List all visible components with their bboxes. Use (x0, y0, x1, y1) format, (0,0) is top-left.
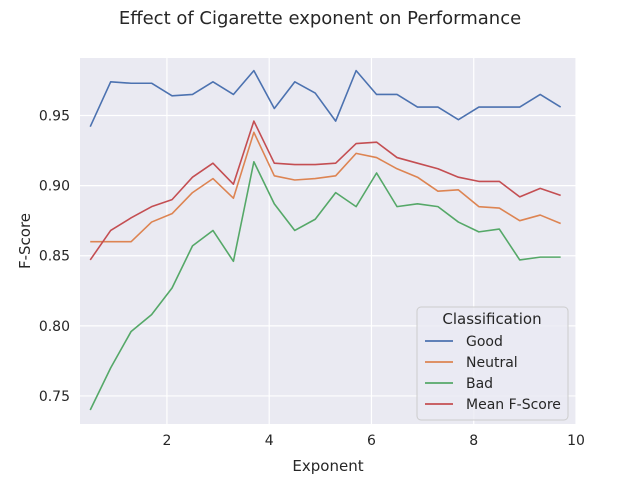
x-tick-labels: 2 4 6 8 10 (162, 433, 584, 449)
y-tick-label: 0.85 (39, 249, 70, 265)
x-gridlines (166, 58, 577, 424)
legend-label-bad: Bad (466, 376, 493, 392)
y-tick-label: 0.95 (39, 108, 70, 124)
chart-title: Effect of Cigarette exponent on Performa… (119, 8, 521, 29)
legend-box (416, 306, 569, 421)
x-tick-label: 10 (567, 433, 585, 449)
legend-title: Classification (442, 310, 541, 328)
legend-label-good: Good (466, 334, 503, 350)
series-line-bad (89, 160, 561, 411)
y-axis-label: F-Score (16, 213, 34, 269)
series-line-mean-f-score (89, 120, 561, 261)
legend: Classification Good Neutral Bad Mean F-Scor… (416, 306, 569, 421)
y-tick-label: 0.80 (39, 319, 70, 335)
series-line-neutral (90, 131, 561, 243)
y-tick-label: 0.75 (39, 389, 70, 405)
x-tick-label: 2 (162, 433, 171, 449)
y-tick-labels: 0.75 0.80 0.85 0.90 0.95 (39, 108, 70, 404)
series-lines (89, 69, 562, 411)
x-tick-label: 4 (265, 433, 274, 449)
legend-label-neutral: Neutral (466, 355, 518, 371)
x-axis-label: Exponent (292, 457, 363, 475)
y-tick-label: 0.90 (39, 179, 70, 195)
legend-items: Good Neutral Bad Mean F-Score (425, 334, 561, 413)
series-line-good (89, 69, 562, 128)
x-tick-label: 6 (367, 433, 376, 449)
x-tick-label: 8 (469, 433, 478, 449)
legend-label-mean-f-score: Mean F-Score (466, 397, 561, 413)
